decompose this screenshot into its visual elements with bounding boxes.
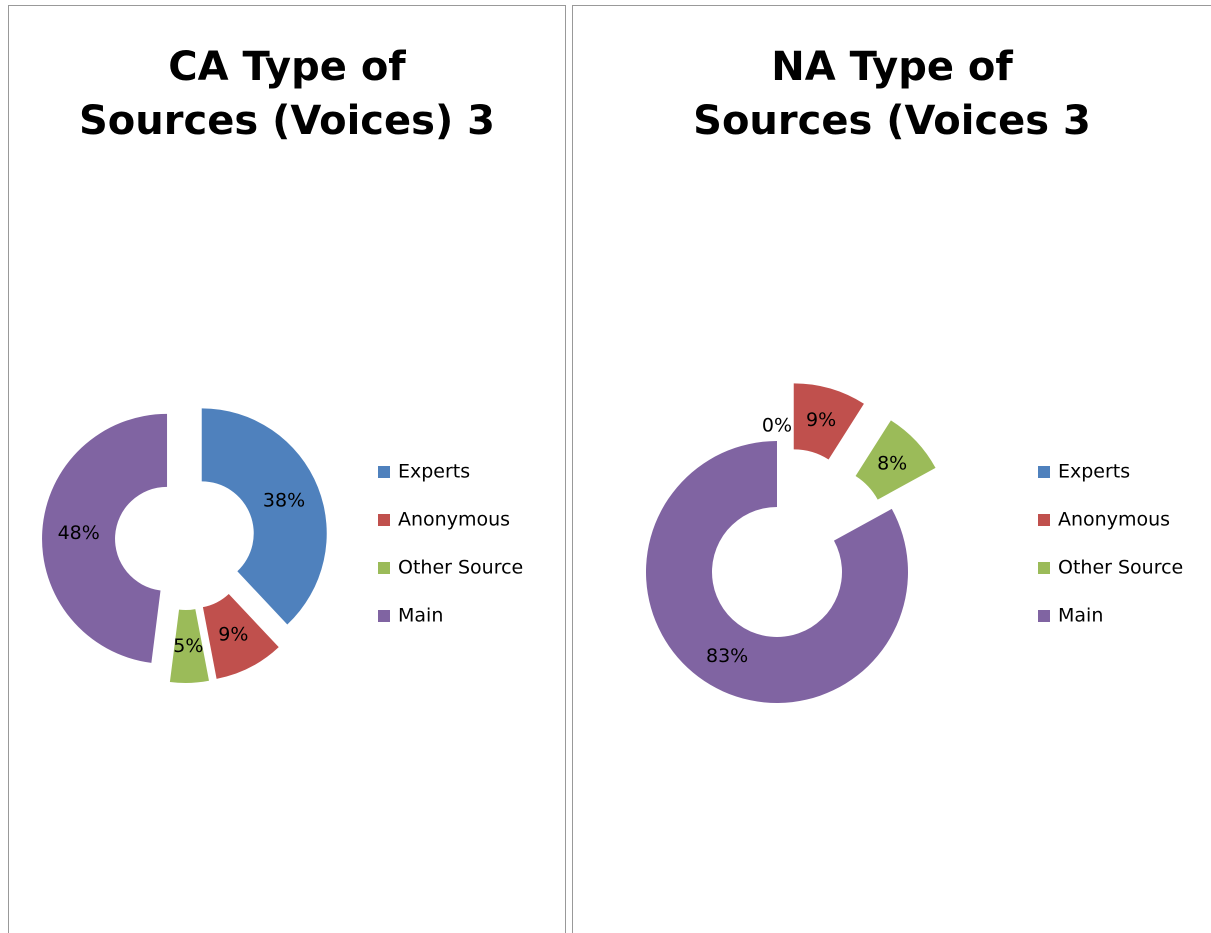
legend-swatch	[378, 466, 390, 478]
legend-label: Experts	[1058, 461, 1130, 483]
legend-swatch	[378, 514, 390, 526]
legend-label: Other Source	[1058, 557, 1183, 579]
donut-slice	[202, 593, 279, 679]
donut-slice	[793, 383, 864, 460]
legend-label: Anonymous	[1058, 509, 1170, 531]
legend-swatch	[1038, 514, 1050, 526]
legend-swatch	[1038, 466, 1050, 478]
donut-slice	[855, 420, 936, 500]
legend-swatch	[1038, 562, 1050, 574]
legend-label: Experts	[398, 461, 470, 483]
data-label: 9%	[806, 409, 836, 431]
donut-slice	[169, 609, 209, 683]
data-label: 0%	[762, 415, 792, 437]
legend-label: Main	[1058, 605, 1103, 627]
data-label: 48%	[58, 522, 100, 544]
donut-slice	[42, 413, 168, 663]
legend-swatch	[378, 610, 390, 622]
data-label: 8%	[877, 452, 907, 474]
data-label: 83%	[706, 645, 748, 667]
donut-slice	[201, 408, 327, 625]
donut-slice	[646, 441, 908, 703]
data-label: 9%	[218, 623, 248, 645]
legend-swatch	[378, 562, 390, 574]
chart-title: CA Type of Sources (Voices) 3	[79, 44, 495, 144]
legend-label: Other Source	[398, 557, 523, 579]
legend-label: Anonymous	[398, 509, 510, 531]
data-label: 5%	[173, 635, 203, 657]
legend-label: Main	[398, 605, 443, 627]
data-label: 38%	[263, 489, 305, 511]
legend-swatch	[1038, 610, 1050, 622]
chart-title: NA Type of Sources (Voices 3	[693, 44, 1091, 144]
